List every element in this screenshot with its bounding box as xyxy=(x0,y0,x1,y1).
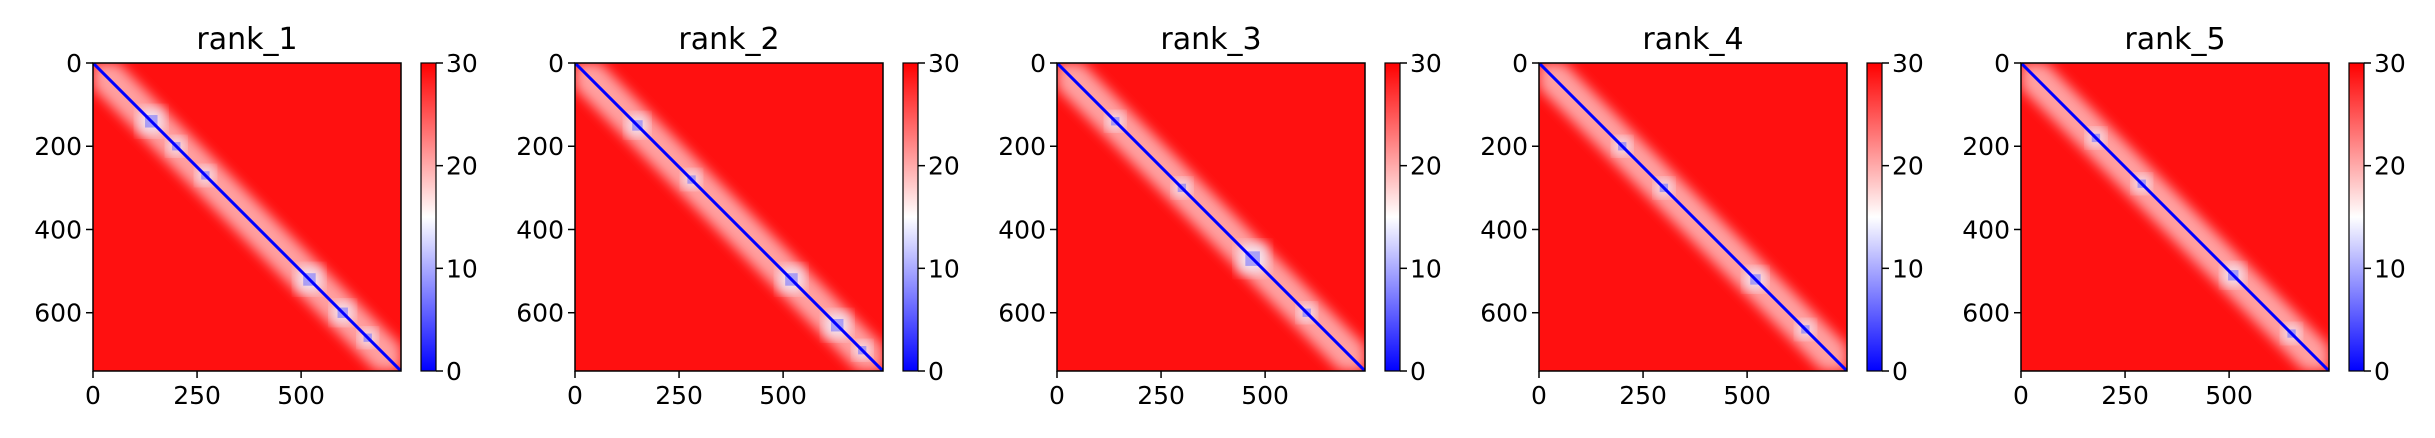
colorbar-tick-label: 30 xyxy=(1892,49,1924,78)
colorbar-tick-label: 20 xyxy=(2374,152,2406,181)
plot-frame xyxy=(574,62,884,372)
heatmap-panel-2: rank_2 0 250 500 0 200 400 600 0 10 20 30 xyxy=(516,22,960,410)
y-tick-label: 0 xyxy=(1512,49,1528,78)
y-tick-label: 600 xyxy=(998,299,1046,328)
x-tick-label: 500 xyxy=(1723,381,1771,410)
colorbar xyxy=(420,62,437,372)
y-tick-label: 0 xyxy=(1994,49,2010,78)
plot-frame xyxy=(92,62,402,372)
colorbar-tick-label: 0 xyxy=(1410,357,1426,386)
y-tick-label: 400 xyxy=(1962,215,2010,244)
x-tick-label: 0 xyxy=(1531,381,1547,410)
diagonal-line xyxy=(93,63,401,371)
y-tick-label: 400 xyxy=(1480,215,1528,244)
panel-title: rank_1 xyxy=(196,22,297,57)
diagonal-line xyxy=(575,63,883,371)
colorbar-tick-label: 20 xyxy=(1892,152,1924,181)
x-tick-label: 250 xyxy=(1137,381,1185,410)
diagonal-line xyxy=(1057,63,1365,371)
x-tick-label: 250 xyxy=(655,381,703,410)
colorbar-tick-label: 0 xyxy=(2374,357,2390,386)
low-value-regions xyxy=(1057,63,1365,371)
colorbar-tick-label: 0 xyxy=(928,357,944,386)
heatmap-panel-1: rank_1 0 250 500 0 200 400 600 0 10 20 30 xyxy=(34,22,478,410)
colorbar-tick-label: 20 xyxy=(446,152,478,181)
plot-frame xyxy=(2020,62,2330,372)
low-value-regions xyxy=(575,63,883,371)
y-tick-label: 200 xyxy=(1962,132,2010,161)
x-tick-label: 500 xyxy=(759,381,807,410)
x-tick-label: 500 xyxy=(1241,381,1289,410)
y-tick-label: 200 xyxy=(998,132,1046,161)
x-tick-label: 0 xyxy=(85,381,101,410)
panel-title: rank_2 xyxy=(678,22,779,57)
heatmap-panel-5: rank_5 0 250 500 0 200 400 600 0 10 20 30 xyxy=(1962,22,2406,410)
y-tick-label: 600 xyxy=(1962,299,2010,328)
colorbar-tick-label: 10 xyxy=(1410,254,1442,283)
x-tick-label: 0 xyxy=(2013,381,2029,410)
colorbar xyxy=(2348,62,2365,372)
y-tick-label: 0 xyxy=(548,49,564,78)
colorbar-tick-label: 20 xyxy=(1410,152,1442,181)
plot-frame xyxy=(1056,62,1366,372)
y-tick-label: 200 xyxy=(34,132,82,161)
panel-title: rank_4 xyxy=(1642,22,1743,57)
x-tick-label: 0 xyxy=(1049,381,1065,410)
colorbar xyxy=(1384,62,1401,372)
y-tick-label: 400 xyxy=(34,215,82,244)
x-tick-label: 250 xyxy=(2101,381,2149,410)
x-tick-label: 500 xyxy=(2205,381,2253,410)
colorbar-tick-label: 10 xyxy=(928,254,960,283)
y-tick-label: 0 xyxy=(1030,49,1046,78)
colorbar-tick-label: 0 xyxy=(1892,357,1908,386)
diagonal-line xyxy=(1539,63,1847,371)
y-tick-label: 400 xyxy=(516,215,564,244)
y-tick-label: 600 xyxy=(516,299,564,328)
colorbar-tick-label: 0 xyxy=(446,357,462,386)
low-value-regions xyxy=(2021,63,2329,371)
diagonal-line xyxy=(2021,63,2329,371)
colorbar-tick-label: 20 xyxy=(928,152,960,181)
y-tick-label: 600 xyxy=(34,299,82,328)
x-tick-label: 250 xyxy=(1619,381,1667,410)
heatmap-panel-4: rank_4 0 250 500 0 200 400 600 0 10 20 30 xyxy=(1480,22,1924,410)
colorbar-tick-label: 30 xyxy=(446,49,478,78)
colorbar-tick-label: 30 xyxy=(1410,49,1442,78)
low-value-regions xyxy=(93,63,401,371)
x-tick-label: 0 xyxy=(567,381,583,410)
low-value-regions xyxy=(1539,63,1847,371)
heatmap-panel-3: rank_3 0 250 500 0 200 400 600 0 10 20 30 xyxy=(998,22,1442,410)
panel-title: rank_3 xyxy=(1160,22,1261,57)
colorbar xyxy=(902,62,919,372)
plot-frame xyxy=(1538,62,1848,372)
colorbar-tick-label: 10 xyxy=(1892,254,1924,283)
panel-title: rank_5 xyxy=(2124,22,2225,57)
colorbar xyxy=(1866,62,1883,372)
y-tick-label: 400 xyxy=(998,215,1046,244)
y-tick-label: 200 xyxy=(516,132,564,161)
colorbar-tick-label: 10 xyxy=(2374,254,2406,283)
y-tick-label: 200 xyxy=(1480,132,1528,161)
colorbar-tick-label: 30 xyxy=(2374,49,2406,78)
colorbar-tick-label: 10 xyxy=(446,254,478,283)
x-tick-label: 250 xyxy=(173,381,221,410)
colorbar-tick-label: 30 xyxy=(928,49,960,78)
y-tick-label: 600 xyxy=(1480,299,1528,328)
x-tick-label: 500 xyxy=(277,381,325,410)
y-tick-label: 0 xyxy=(66,49,82,78)
